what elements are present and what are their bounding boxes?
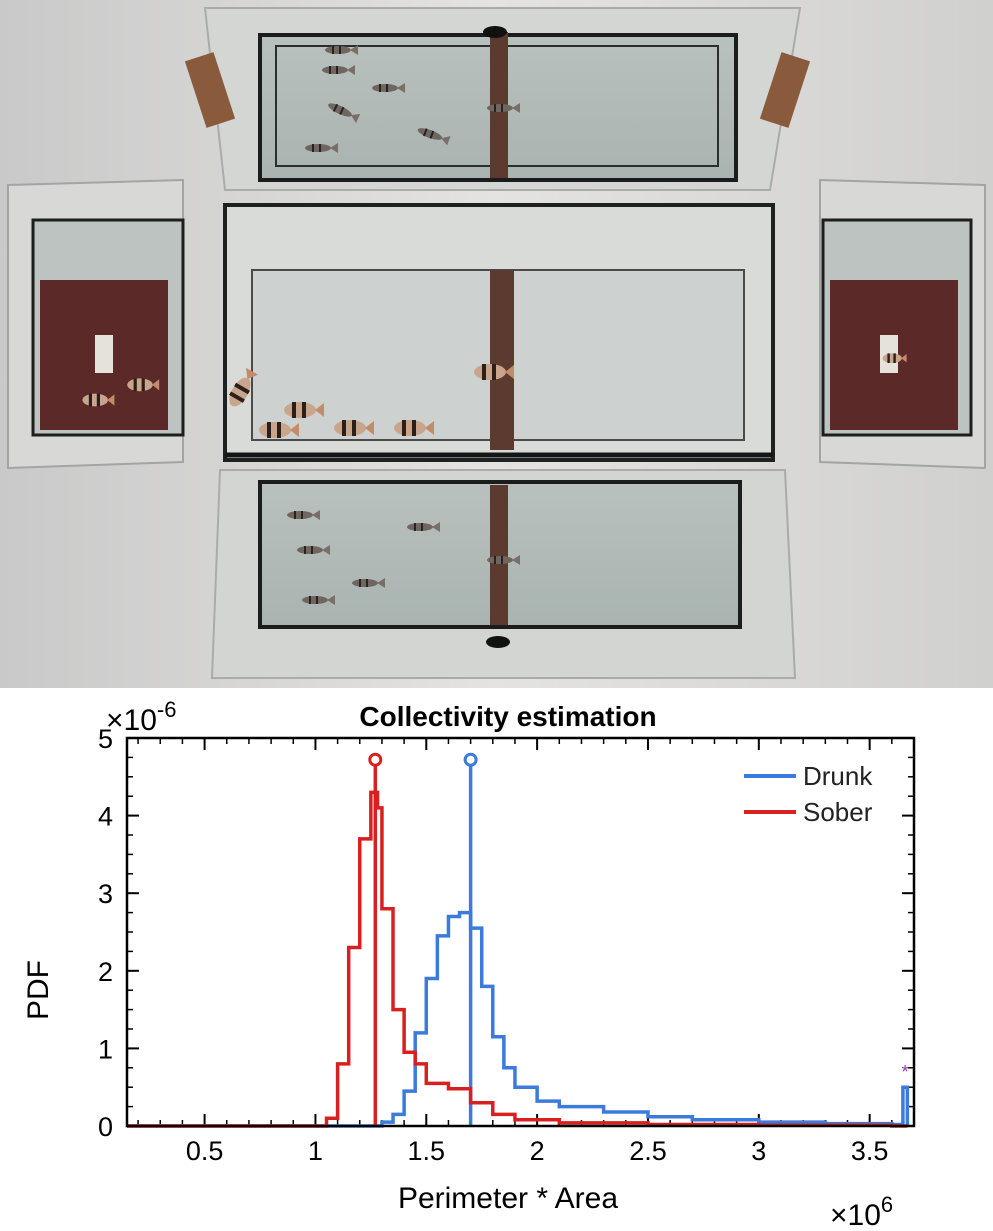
x-tick-label: 3 [751,1136,766,1166]
fish-tank-photo [0,0,993,688]
x-tick-label: 1.5 [408,1136,446,1166]
y-axis-multiplier: ×10-6 [106,697,176,737]
y-tick-label: 4 [98,802,113,832]
annotation-asterisk: * [902,1062,909,1082]
x-tick-label: 2 [530,1136,545,1166]
chart-title: Collectivity estimation [359,701,656,732]
x-axis-label: Perimeter * Area [398,1182,618,1215]
y-axis-label: PDF [22,960,55,1020]
series-marker-circle-drunk [463,752,478,767]
y-tick-label: 1 [98,1034,113,1064]
y-tick-label: 5 [98,724,113,754]
y-tick-label: 0 [98,1112,113,1142]
x-tick-label: 1 [308,1136,323,1166]
x-tick-label: 2.5 [629,1136,667,1166]
plot-frame [125,736,916,1128]
series-marker-circle-sober [368,752,383,767]
x-axis-multiplier: ×106 [830,1192,893,1231]
series-line-sober [127,790,908,1128]
y-tick-label: 3 [98,879,113,909]
series-line-drunk [127,910,910,1128]
x-tick-label: 0.5 [186,1136,224,1166]
legend-label-sober: Sober [803,797,873,827]
x-tick-label: 3.5 [851,1136,889,1166]
legend-label-drunk: Drunk [803,761,873,791]
legend: Drunk Sober [744,761,873,827]
y-tick-label: 2 [98,957,113,987]
collectivity-chart: Collectivity estimation ×10-6 0.5 1 1.5 2 2.… [0,688,993,1231]
plot-area: 0.5 1 1.5 2 2.5 3 3.5 0 1 2 3 4 5 * [98,724,916,1166]
